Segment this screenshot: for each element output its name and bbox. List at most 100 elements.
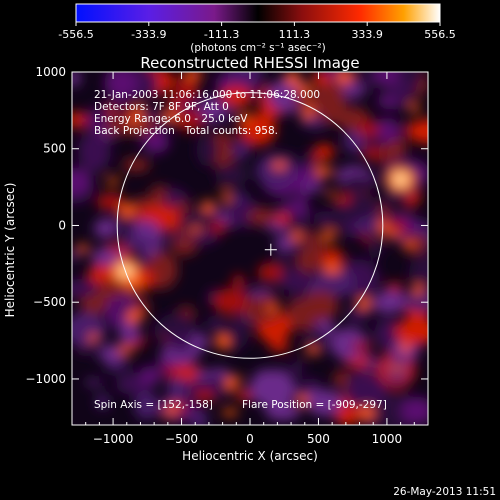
texture-blob xyxy=(314,79,347,125)
texture-blob xyxy=(166,376,190,400)
texture-hot-blob xyxy=(105,177,121,184)
texture-blob xyxy=(361,231,370,243)
texture-blob xyxy=(311,72,331,86)
texture-blob xyxy=(173,110,206,132)
texture-blob xyxy=(104,72,138,101)
texture-blob xyxy=(196,133,218,167)
texture-blob xyxy=(285,215,310,238)
texture-blob xyxy=(318,248,344,267)
annotation-flare-position: Flare Position = [-909,-297] xyxy=(242,399,387,411)
colorbar-tick-label: -111.3 xyxy=(204,28,239,41)
texture-blob xyxy=(95,394,110,410)
texture-blob xyxy=(265,402,301,421)
texture-blob xyxy=(105,362,124,372)
texture-blob xyxy=(368,137,385,150)
chart-title: Reconstructed RHESSI Image xyxy=(140,54,359,72)
texture-hot-blob xyxy=(323,263,342,274)
texture-hot-blob xyxy=(325,190,336,197)
texture-hot-blob xyxy=(214,334,230,349)
texture-blob xyxy=(303,151,316,168)
texture-blob xyxy=(78,346,96,355)
texture-blob xyxy=(372,118,401,143)
texture-blob xyxy=(257,263,283,282)
colorbar-tick-label: 556.5 xyxy=(424,28,456,41)
texture-blob xyxy=(175,400,188,413)
texture-blob xyxy=(199,96,225,123)
texture-blob xyxy=(329,327,369,360)
texture-blob xyxy=(122,157,151,173)
texture-blob xyxy=(72,167,92,194)
x-axis-label: Heliocentric X (arcsec) xyxy=(182,449,318,463)
texture-hot-blob xyxy=(119,204,135,217)
texture-blob xyxy=(313,144,335,160)
texture-blob xyxy=(150,184,168,203)
texture-blob xyxy=(231,190,246,204)
texture-blob xyxy=(387,219,407,233)
annotation-method: Back Projection Total counts: 958. xyxy=(94,125,278,137)
texture-hot-blob xyxy=(162,111,179,121)
texture-blob xyxy=(374,72,399,86)
texture-hot-blob xyxy=(322,229,335,243)
texture-blob xyxy=(118,320,140,344)
texture-hot-blob xyxy=(390,365,404,372)
texture-blob xyxy=(72,72,81,87)
texture-blob xyxy=(296,247,325,273)
colorbar-tick-label: -333.9 xyxy=(131,28,166,41)
texture-blob xyxy=(374,289,406,314)
texture-blob xyxy=(389,77,413,106)
texture-blob xyxy=(275,234,293,253)
texture-hot-blob xyxy=(400,341,410,354)
texture-blob xyxy=(407,118,428,144)
texture-hot-blob xyxy=(126,310,142,324)
texture-blob xyxy=(72,111,88,129)
annotation-detectors: Detectors: 7F 8F 9F, Att 0 xyxy=(94,101,229,113)
texture-hot-blob xyxy=(190,226,202,233)
texture-blob xyxy=(163,365,178,375)
texture-blob xyxy=(121,235,158,251)
texture-hot-blob xyxy=(413,283,423,296)
texture-blob xyxy=(72,312,107,347)
x-tick-label: 500 xyxy=(307,432,330,446)
texture-blob xyxy=(325,211,353,229)
texture-blob xyxy=(239,114,277,146)
texture-blob xyxy=(72,279,100,298)
texture-blob xyxy=(342,174,372,194)
texture-blob xyxy=(191,332,208,350)
texture-hot-blob xyxy=(295,83,313,93)
texture-hot-blob xyxy=(238,113,251,122)
texture-blob xyxy=(174,200,192,214)
texture-blob xyxy=(344,373,389,411)
texture-blob xyxy=(177,210,222,233)
texture-blob xyxy=(301,293,325,322)
texture-blob xyxy=(357,120,380,138)
texture-blob xyxy=(219,85,252,108)
spin-axis-marker xyxy=(264,243,277,256)
texture-hot-blob xyxy=(284,72,301,85)
texture-blob xyxy=(408,255,428,289)
solar-disk xyxy=(116,92,384,359)
texture-blob xyxy=(334,195,352,203)
texture-blob xyxy=(114,303,128,314)
texture-blob xyxy=(91,251,112,265)
texture-hot-blob xyxy=(221,408,238,416)
texture-blob xyxy=(91,103,110,126)
texture-blob xyxy=(307,389,343,417)
texture-hot-blob xyxy=(128,118,139,127)
texture-blob xyxy=(169,232,183,242)
texture-blob xyxy=(298,191,308,203)
texture-hot-blob xyxy=(226,378,236,392)
texture-blob xyxy=(236,390,252,401)
texture-blob xyxy=(138,365,161,387)
annotation-energy: Energy Range: 6.0 - 25.0 keV xyxy=(94,113,248,125)
texture-blob xyxy=(291,360,304,376)
y-tick-label: 0 xyxy=(58,218,66,232)
bright-source-core xyxy=(393,173,408,186)
axis-ticks xyxy=(71,71,429,425)
texture-blob xyxy=(97,279,127,299)
texture-blob xyxy=(298,164,319,186)
texture-hot-blob xyxy=(132,103,144,118)
texture-blob xyxy=(194,389,215,404)
x-tick-label: −500 xyxy=(165,432,198,446)
colorbar-tick-label: 333.9 xyxy=(351,28,383,41)
